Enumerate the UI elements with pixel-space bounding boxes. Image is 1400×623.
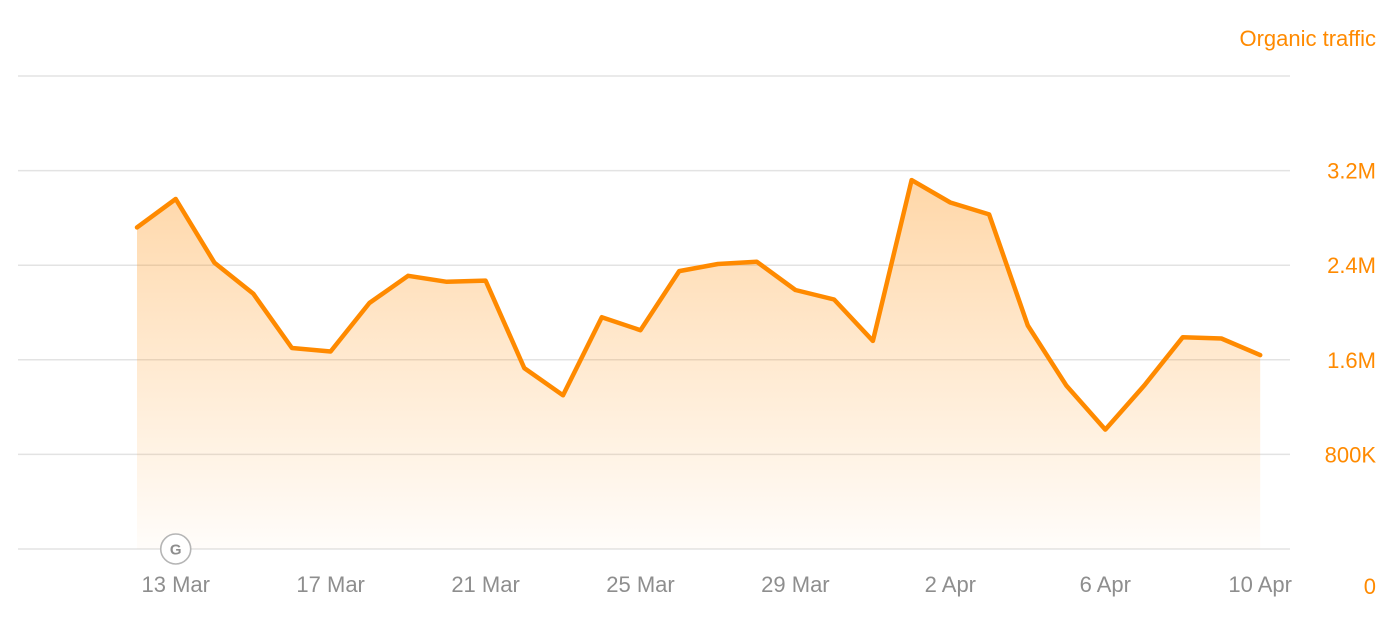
data-point: [483, 278, 489, 284]
data-point: [1102, 427, 1108, 433]
data-point: [328, 349, 334, 355]
data-point: [1025, 323, 1031, 329]
data-point: [715, 261, 721, 267]
x-tick-label: 2 Apr: [925, 572, 976, 597]
x-axis: 13 Mar 17 Mar 21 Mar 25 Mar 29 Mar 2 Apr 6 Apr…: [141, 572, 1291, 597]
annotation-label: G: [170, 542, 182, 559]
data-point: [1180, 334, 1186, 340]
y-axis: Organic traffic 0 800K 1.6M 2.4M 3.2M: [1239, 26, 1376, 599]
x-tick-label: 25 Mar: [606, 572, 674, 597]
annotation-marker: [159, 533, 192, 565]
data-point: [366, 300, 372, 306]
annotations: G: [159, 533, 192, 565]
data-point: [909, 177, 915, 183]
data-point: [792, 287, 798, 293]
data-point: [289, 345, 295, 351]
data-point: [1218, 336, 1224, 342]
data-point: [405, 273, 411, 279]
google-update-icon[interactable]: G: [159, 533, 192, 565]
y-tick-label: 1.6M: [1327, 348, 1376, 373]
x-tick-label: 6 Apr: [1080, 572, 1131, 597]
y-axis-title: Organic traffic: [1239, 26, 1376, 51]
data-point: [444, 279, 450, 285]
data-point: [676, 268, 682, 274]
y-tick-label: 3.2M: [1327, 159, 1376, 184]
data-point: [754, 259, 760, 265]
data-point: [1141, 383, 1147, 389]
traffic-line: [134, 177, 1263, 432]
data-point: [831, 296, 837, 302]
data-point: [1064, 383, 1070, 389]
data-point: [173, 196, 179, 202]
x-tick-label: 13 Mar: [141, 572, 209, 597]
data-point: [870, 338, 876, 344]
data-point: [250, 291, 256, 297]
data-point: [599, 314, 605, 320]
data-point: [947, 200, 953, 206]
data-point: [134, 224, 140, 230]
x-tick-label: 29 Mar: [761, 572, 829, 597]
x-tick-label: 17 Mar: [296, 572, 364, 597]
traffic-area: [137, 180, 1261, 549]
y-tick-label: 2.4M: [1327, 253, 1376, 278]
data-point: [986, 211, 992, 217]
data-point: [211, 260, 217, 266]
y-tick-label: 800K: [1325, 442, 1377, 467]
data-point: [637, 327, 643, 333]
data-point: [560, 392, 566, 398]
data-point: [1257, 352, 1263, 358]
y-tick-label: 0: [1364, 574, 1376, 599]
x-tick-label: 10 Apr: [1228, 572, 1292, 597]
data-point: [521, 365, 527, 371]
x-tick-label: 21 Mar: [451, 572, 519, 597]
